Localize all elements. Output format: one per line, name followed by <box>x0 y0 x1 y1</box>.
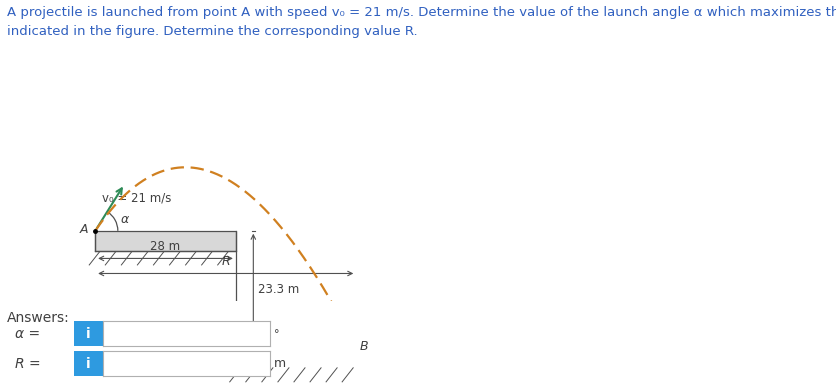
Text: $\alpha$: $\alpha$ <box>120 213 130 226</box>
Text: indicated in the figure. Determine the corresponding value R.: indicated in the figure. Determine the c… <box>7 25 417 38</box>
Text: R: R <box>222 256 230 269</box>
Text: 28 m: 28 m <box>150 240 181 253</box>
Text: B: B <box>359 340 368 353</box>
Text: 23.3 m: 23.3 m <box>258 283 299 296</box>
Text: i: i <box>86 327 90 341</box>
Text: Answers:: Answers: <box>7 311 69 325</box>
Text: α =: α = <box>15 327 40 341</box>
Text: v₀ = 21 m/s: v₀ = 21 m/s <box>101 191 171 204</box>
Text: R =: R = <box>14 357 40 371</box>
Text: A projectile is launched from point A with speed v₀ = 21 m/s. Determine the valu: A projectile is launched from point A wi… <box>7 6 836 19</box>
Text: m: m <box>274 357 287 370</box>
Polygon shape <box>95 231 236 251</box>
Polygon shape <box>236 348 356 368</box>
Text: °: ° <box>274 329 280 339</box>
Text: A: A <box>79 223 88 236</box>
Text: i: i <box>86 357 90 371</box>
